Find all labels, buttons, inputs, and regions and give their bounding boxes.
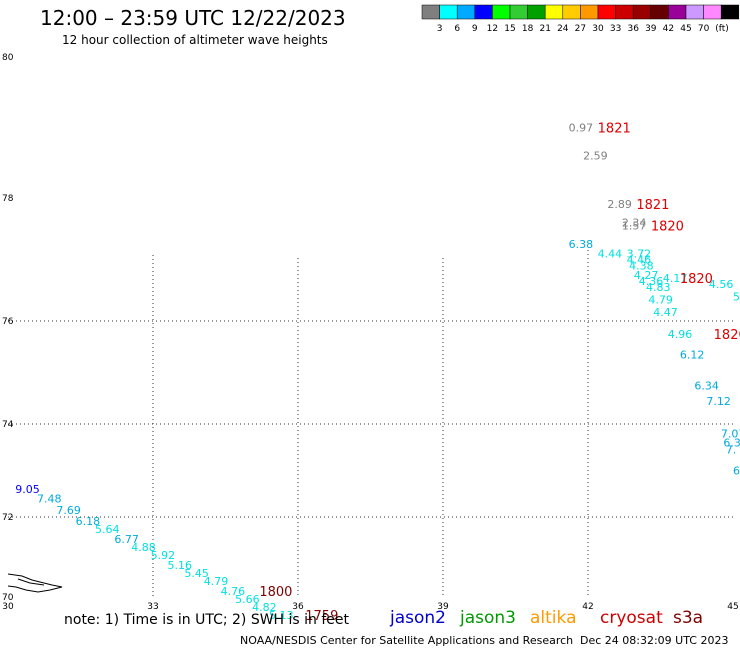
wave-height-value: 4.79 [204,575,229,588]
wave-height-value: 7. [726,444,737,457]
legend-tick-label: 12 [487,24,498,34]
legend-tick-label: 6 [454,24,460,34]
longitude-tick-label: 42 [582,602,593,612]
pass-time-label: 1821 [598,122,631,137]
wave-height-value: 4.47 [653,306,678,319]
legend-tick-label: 70 [698,24,710,34]
wave-height-value: 5.13 [269,609,294,622]
wave-height-value: 7.07 [721,427,740,440]
legend-tick-label: 9 [472,24,478,34]
legend-tick-label: 21 [539,24,550,34]
wave-height-value: 6.12 [680,348,705,361]
wave-height-value: 7.69 [56,504,80,517]
wave-height-value: 2.59 [583,150,608,163]
legend-tick-label: 24 [557,24,569,34]
latitude-tick-label: 76 [2,317,14,327]
page-subtitle: 12 hour collection of altimeter wave hei… [62,33,328,47]
legend-tick-label: 45 [680,24,691,34]
latitude-tick-label: 70 [2,593,14,603]
wave-height-value: 4.79 [648,293,673,306]
page-title: 12:00 – 23:59 UTC 12/22/2023 [40,6,346,30]
legend-tick-label: 15 [504,24,515,34]
wave-height-value: 4.96 [668,328,693,341]
pass-time-label: 1800 [259,585,292,600]
wave-height-value: 6.34 [694,379,719,392]
wave-height-value: 5.16 [168,559,193,572]
legend-tick-label: 3 [437,24,443,34]
wave-height-value: 6.3 [723,437,740,450]
credit-line: NOAA/NESDIS Center for Satellite Applica… [240,634,574,647]
wave-height-value: 4.56 [709,278,734,291]
legend-tick-label: 39 [645,24,657,34]
wave-height-value: 1.57 [622,220,647,233]
generation-date: Dec 24 08:32:09 UTC 2023 [580,634,729,647]
wave-height-value: 4.83 [646,281,671,294]
satellite-label-cryosat: cryosat [600,608,663,628]
legend-tick-label: 36 [627,24,639,34]
wave-height-color-legend: 3 6 9 12 15 18 21 24 27 30 33 36 39 42 45 70 (ft) [421,4,740,34]
wave-height-value: 4.82 [252,601,276,614]
wave-height-value: 7.48 [37,492,62,505]
pass-time-label: 1820 [714,328,740,343]
footer-note: note: 1) Time is in UTC; 2) SWH is in fe… [64,612,350,628]
longitude-tick-label: 45 [727,602,738,612]
satellite-label-s3a: s3a [673,608,704,628]
wave-height-value: 7.12 [706,395,731,408]
wave-height-value: 4.88 [131,541,156,554]
satellite-label-jason3: jason3 [460,608,516,628]
longitude-tick-label: 39 [437,602,449,612]
wave-height-value: 6.38 [569,238,594,251]
wave-height-value: 6 [733,465,740,478]
wave-height-value: 5.66 [235,593,260,606]
latitude-tick-label: 72 [2,513,13,523]
satellite-label-altika: altika [530,608,577,628]
wave-height-value: 5. [733,290,740,303]
pass-time-label: 1821 [636,198,669,213]
wave-height-value: 4.27 [634,269,659,282]
legend-tick-label: 30 [592,24,604,34]
wave-height-value: 3.72 [627,247,652,260]
latitude-tick-label: 74 [2,420,14,430]
wave-height-value: 0.97 [569,122,594,135]
satellite-label-jason2: jason2 [390,608,446,628]
longitude-tick-label: 30 [2,602,14,612]
coastline [7,573,63,593]
wave-height-value: 5.92 [151,549,176,562]
latitude-tick-label: 80 [2,53,14,63]
longitude-tick-label: 36 [292,602,304,612]
wave-height-value: 5.64 [95,523,120,536]
wave-height-value: 4.44 [598,247,623,260]
latitude-tick-label: 78 [2,194,14,204]
wave-height-value: 6.77 [114,533,139,546]
wave-height-value: 2.89 [607,198,632,211]
wave-height-value: 4.36 [639,275,664,288]
wave-height-value: 6.18 [76,515,101,528]
pass-time-label: 1820 [680,272,713,287]
wave-height-value: 4.76 [221,585,246,598]
pass-time-label: 1759 [305,609,338,624]
legend-tick-label: 18 [522,24,534,34]
legend-unit-label: (ft) [715,24,729,34]
wave-height-value: 4.46 [627,254,652,267]
longitude-tick-label: 33 [147,602,158,612]
wave-height-value: 4.17 [663,272,688,285]
legend-tick-label: 42 [663,24,674,34]
wave-height-value: 5.45 [184,567,209,580]
legend-swatch [720,4,740,20]
legend-tick-label: 33 [610,24,621,34]
legend-tick-label: 27 [575,24,586,34]
wave-height-value: 2.34 [622,217,647,230]
pass-time-label: 1820 [651,220,684,235]
wave-height-value: 9.05 [15,483,40,496]
map-grid [8,250,733,597]
wave-height-value: 4.38 [629,260,654,273]
